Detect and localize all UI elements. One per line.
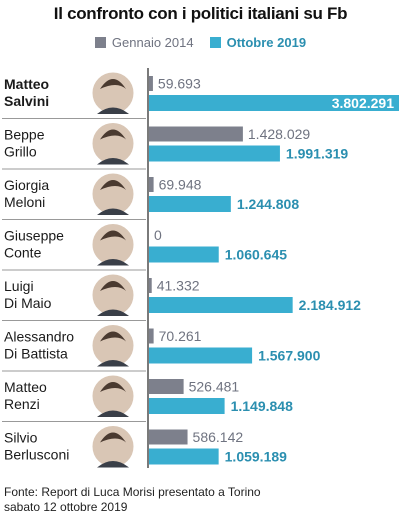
value-label-ottobre-2019: 1.059.189 xyxy=(225,449,287,465)
legend: Gennaio 2014 Ottobre 2019 xyxy=(0,35,401,50)
source-line-1: Fonte: Report di Luca Morisi presentato … xyxy=(4,485,261,499)
category-label-line: Di Battista xyxy=(4,346,68,362)
category-label-line: Grillo xyxy=(4,144,37,160)
category-label-line: Giorgia xyxy=(4,177,49,193)
bar-ottobre-2019 xyxy=(149,398,225,414)
category-label: Matteo Renzi xyxy=(4,379,47,412)
category-label-line: Silvio xyxy=(4,430,38,446)
legend-swatch-ottobre-2019 xyxy=(209,37,221,48)
avatar-shoulders xyxy=(97,461,129,468)
avatar-shoulders xyxy=(97,208,129,215)
value-label-ottobre-2019: 1.060.645 xyxy=(225,247,287,263)
category-label-line: Renzi xyxy=(4,396,40,412)
category-label-line: Luigi xyxy=(4,278,34,294)
bar-ottobre-2019 xyxy=(149,347,253,364)
category-label: Matteo Salvini xyxy=(4,76,49,109)
value-label-ottobre-2019: 1.991.319 xyxy=(286,146,348,162)
legend-label-gennaio-2014: Gennaio 2014 xyxy=(111,35,194,50)
category-label-line: Conte xyxy=(4,245,42,261)
chart-title: Il confronto con i politici italiani su … xyxy=(53,4,348,23)
category-label: Giuseppe Conte xyxy=(4,228,64,261)
bar-gennaio-2014 xyxy=(149,328,154,344)
value-label-gennaio-2014: 0 xyxy=(154,227,162,243)
category-label-line: Di Maio xyxy=(4,295,52,311)
bar-gennaio-2014 xyxy=(149,429,188,445)
category-label-line: Salvini xyxy=(4,93,49,109)
avatar-shoulders xyxy=(97,360,129,367)
avatar-hair xyxy=(100,230,126,241)
category-label-line: Matteo xyxy=(4,76,49,92)
value-label-gennaio-2014: 1.428.029 xyxy=(248,126,310,142)
value-label-ottobre-2019: 2.184.912 xyxy=(299,297,361,313)
value-label-gennaio-2014: 526.481 xyxy=(189,379,240,395)
avatar-hair xyxy=(100,281,126,291)
category-label: Giorgia Meloni xyxy=(4,177,49,210)
legend-item-gennaio-2014: Gennaio 2014 xyxy=(94,35,194,50)
avatar-hair xyxy=(100,432,126,443)
value-label-ottobre-2019: 1.149.848 xyxy=(231,398,293,414)
value-label-gennaio-2014: 69.948 xyxy=(159,177,202,193)
legend-label-ottobre-2019: Ottobre 2019 xyxy=(226,35,307,50)
category-label-line: Berlusconi xyxy=(4,447,69,463)
bar-ottobre-2019 xyxy=(149,246,219,263)
legend-swatch-gennaio-2014 xyxy=(94,37,106,48)
source-note: Fonte: Report di Luca Morisi presentato … xyxy=(4,485,261,515)
category-label: Alessandro Di Battista xyxy=(4,329,74,362)
category-label-line: Alessandro xyxy=(4,329,74,345)
source-line-2: sabato 12 ottobre 2019 xyxy=(4,500,128,514)
avatar-hair xyxy=(100,382,126,392)
bar-ottobre-2019 xyxy=(149,297,293,313)
bar-gennaio-2014 xyxy=(149,379,184,394)
value-label-gennaio-2014: 70.261 xyxy=(159,328,202,344)
category-label-line: Matteo xyxy=(4,379,47,395)
value-label-ottobre-2019: 1.244.808 xyxy=(237,196,299,212)
bar-gennaio-2014 xyxy=(149,126,243,142)
avatar-shoulders xyxy=(97,309,129,316)
bar-gennaio-2014 xyxy=(149,76,153,91)
value-label-ottobre-2019: 3.802.291 xyxy=(332,95,394,111)
category-label-line: Giuseppe xyxy=(4,228,64,244)
avatar-shoulders xyxy=(97,410,129,417)
avatar-hair xyxy=(100,129,126,140)
bar-ottobre-2019 xyxy=(149,196,231,212)
avatar-shoulders xyxy=(97,259,129,266)
category-label-line: Beppe xyxy=(4,127,45,143)
value-label-gennaio-2014: 41.332 xyxy=(157,278,200,294)
bar-ottobre-2019 xyxy=(149,448,219,465)
category-label: Silvio Berlusconi xyxy=(4,430,69,463)
category-label-line: Meloni xyxy=(4,194,45,210)
legend-item-ottobre-2019: Ottobre 2019 xyxy=(209,35,307,50)
avatar-hair xyxy=(100,331,126,342)
avatar-shoulders xyxy=(97,158,129,165)
bar-ottobre-2019 xyxy=(149,95,399,111)
avatar-hair xyxy=(100,79,126,89)
value-label-gennaio-2014: 59.693 xyxy=(158,76,201,92)
value-label-ottobre-2019: 1.567.900 xyxy=(258,348,320,364)
bar-ottobre-2019 xyxy=(149,145,280,162)
category-label: Luigi Di Maio xyxy=(4,278,52,311)
avatar-shoulders xyxy=(97,107,129,114)
bar-gennaio-2014 xyxy=(149,177,154,192)
bar-gennaio-2014 xyxy=(149,278,152,293)
avatar-hair xyxy=(100,180,126,190)
category-label: Beppe Grillo xyxy=(4,127,45,160)
value-label-gennaio-2014: 586.142 xyxy=(193,429,244,445)
